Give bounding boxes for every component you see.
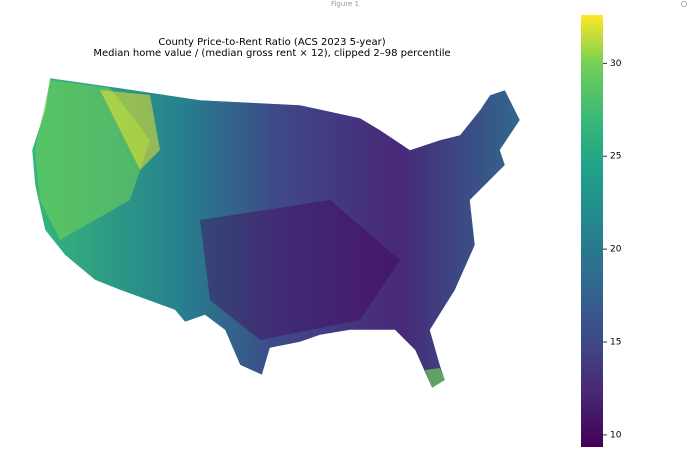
map: [31, 77, 521, 389]
settings-icon[interactable]: [681, 1, 687, 7]
colorbar: [581, 15, 603, 447]
region-mountain: [100, 90, 160, 170]
colorbar-tick-label: 10: [610, 430, 622, 440]
colorbar-tick-label: 30: [610, 59, 622, 69]
chart-title: County Price-to-Rent Ratio (ACS 2023 5-y…: [158, 37, 385, 48]
region-south: [200, 200, 400, 340]
window-title: Figure 1: [331, 0, 359, 8]
colorbar-tick-label: 25: [610, 152, 621, 162]
colorbar-tick-label: 15: [610, 338, 621, 348]
region-florida: [425, 368, 445, 388]
chart-subtitle: Median home value / (median gross rent ×…: [93, 48, 450, 59]
colorbar-tick-label: 20: [610, 245, 622, 255]
